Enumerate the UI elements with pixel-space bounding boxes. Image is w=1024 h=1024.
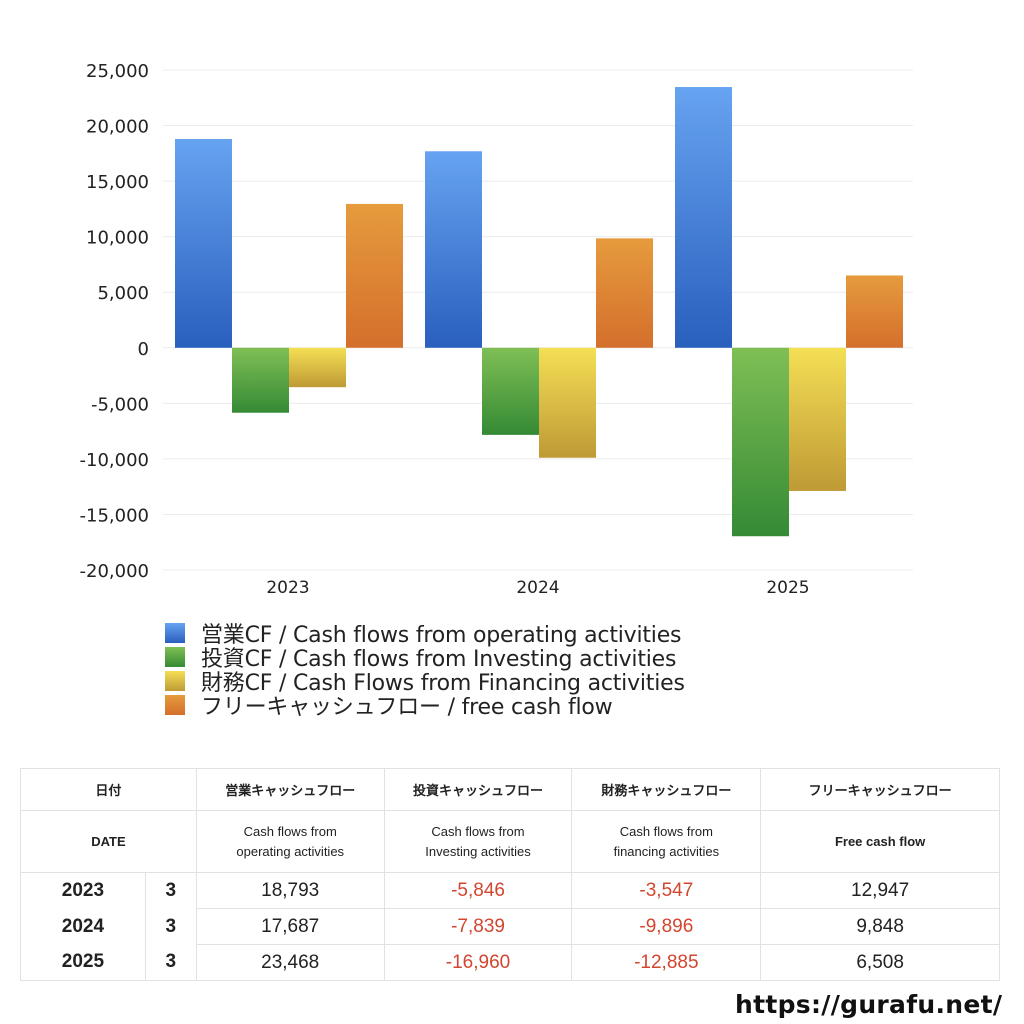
table-row: 2025 3 23,468 -16,960 -12,885 6,508	[20, 944, 1000, 981]
table-header-jp: 日付 営業キャッシュフロー 投資キャッシュフロー 財務キャッシュフロー フリーキ…	[20, 768, 1000, 811]
financing-cell: -9,896	[571, 908, 762, 945]
bar	[232, 347, 289, 413]
cash-flow-table: 日付 営業キャッシュフロー 投資キャッシュフロー 財務キャッシュフロー フリーキ…	[20, 768, 1000, 981]
header-operating-en: Cash flows from operating activities	[195, 810, 385, 873]
header-financing-jp: 財務キャッシュフロー	[571, 768, 762, 811]
header-financing-en: Cash flows from financing activities	[571, 810, 762, 873]
y-tick-label: 20,000	[86, 117, 149, 138]
legend-item-financing: 財務CF / Cash Flows from Financing activit…	[165, 669, 685, 696]
investing-cell: -5,846	[383, 872, 573, 909]
site-url: https://gurafu.net/	[735, 990, 1003, 1019]
x-tick-label: 2025	[766, 578, 809, 598]
bar	[675, 87, 732, 348]
bar	[846, 275, 903, 348]
header-date-jp: 日付	[20, 768, 197, 811]
cash-flow-bar-chart: 25,000 20,000 15,000 10,000 5,000 0 -5,000 -10,…	[80, 61, 913, 598]
legend-item-investing: 投資CF / Cash flows from Investing activit…	[165, 645, 685, 672]
y-tick-label: 25,000	[86, 61, 149, 82]
legend-label: 営業CF / Cash flows from operating activit…	[201, 623, 682, 648]
month-cell: 3	[144, 944, 197, 981]
financing-cell: -12,885	[571, 944, 762, 981]
header-investing-en: Cash flows from Investing activities	[383, 810, 573, 873]
operating-cell: 17,687	[195, 908, 385, 945]
bar	[539, 347, 596, 458]
gridlines	[163, 69, 913, 571]
x-tick-label: 2023	[266, 578, 309, 598]
investing-cell: -16,960	[383, 944, 573, 981]
legend-swatch-icon	[165, 695, 185, 715]
legend-label: 投資CF / Cash flows from Investing activit…	[201, 647, 677, 672]
bar	[425, 151, 482, 348]
table-row: 2024 3 17,687 -7,839 -9,896 9,848	[20, 908, 1000, 945]
legend-label: フリーキャッシュフロー / free cash flow	[201, 695, 613, 720]
bars	[175, 87, 903, 537]
chart-legend: 営業CF / Cash flows from operating activit…	[165, 621, 685, 720]
bar	[732, 347, 789, 537]
year-cell: 2025	[20, 944, 146, 981]
x-axis-ticks: 2023 2024 2025	[266, 578, 809, 598]
header-date-en: DATE	[20, 810, 197, 873]
y-axis-ticks: 25,000 20,000 15,000 10,000 5,000 0 -5,000 -10,…	[80, 61, 149, 582]
legend-label: 財務CF / Cash Flows from Financing activit…	[201, 671, 685, 696]
free-cell: 6,508	[760, 944, 1000, 981]
financing-cell: -3,547	[571, 872, 762, 909]
y-tick-label: 10,000	[86, 228, 149, 249]
bar	[346, 203, 403, 348]
month-cell: 3	[144, 908, 197, 945]
header-operating-jp: 営業キャッシュフロー	[195, 768, 385, 811]
bar	[175, 138, 232, 348]
free-cell: 9,848	[760, 908, 1000, 945]
table-header-en: DATE Cash flows from operating activities…	[20, 810, 1000, 873]
operating-cell: 23,468	[195, 944, 385, 981]
x-tick-label: 2024	[516, 578, 559, 598]
legend-swatch-icon	[165, 647, 185, 667]
legend-swatch-icon	[165, 623, 185, 643]
legend-item-operating: 営業CF / Cash flows from operating activit…	[165, 621, 685, 648]
bar	[789, 347, 846, 491]
legend-item-free-cash-flow: フリーキャッシュフロー / free cash flow	[165, 693, 685, 720]
header-investing-jp: 投資キャッシュフロー	[383, 768, 573, 811]
bar	[482, 347, 539, 435]
year-cell: 2023	[20, 872, 146, 909]
bar	[289, 347, 346, 388]
header-free-en: Free cash flow	[760, 810, 1000, 873]
y-tick-label: 15,000	[86, 172, 149, 193]
free-cell: 12,947	[760, 872, 1000, 909]
header-free-jp: フリーキャッシュフロー	[760, 768, 1000, 811]
y-tick-label: 5,000	[97, 283, 149, 304]
y-tick-label: -15,000	[80, 505, 149, 526]
legend-swatch-icon	[165, 671, 185, 691]
operating-cell: 18,793	[195, 872, 385, 909]
y-tick-label: -20,000	[80, 561, 149, 582]
y-tick-label: -10,000	[80, 450, 149, 471]
year-cell: 2024	[20, 908, 146, 945]
bar	[596, 238, 653, 348]
y-tick-label: -5,000	[91, 394, 149, 415]
month-cell: 3	[144, 872, 197, 909]
table-row: 2023 3 18,793 -5,846 -3,547 12,947	[20, 872, 1000, 909]
investing-cell: -7,839	[383, 908, 573, 945]
y-tick-label: 0	[138, 339, 149, 360]
